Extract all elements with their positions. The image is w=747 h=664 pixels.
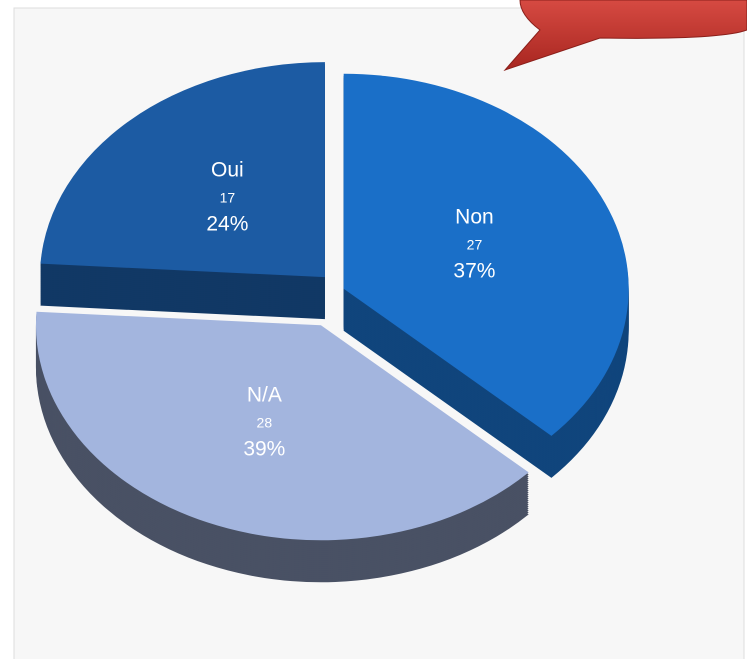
slice-name: Non	[455, 206, 494, 229]
pie: Oui 17 24% N/A 28 39% Non 27 37%	[35, 62, 629, 583]
slice-name: Oui	[211, 158, 244, 181]
slice-percent: 37%	[453, 260, 495, 283]
slice-count: 27	[467, 237, 483, 253]
slice-percent: 39%	[243, 437, 285, 460]
slice-count: 28	[257, 415, 273, 431]
slice-percent: 24%	[206, 212, 248, 235]
slice	[35, 311, 529, 541]
slice-count: 17	[220, 190, 236, 206]
slice-name: N/A	[247, 383, 282, 406]
speech-bubble	[503, 0, 747, 72]
slice	[40, 62, 325, 278]
slice	[343, 73, 629, 436]
